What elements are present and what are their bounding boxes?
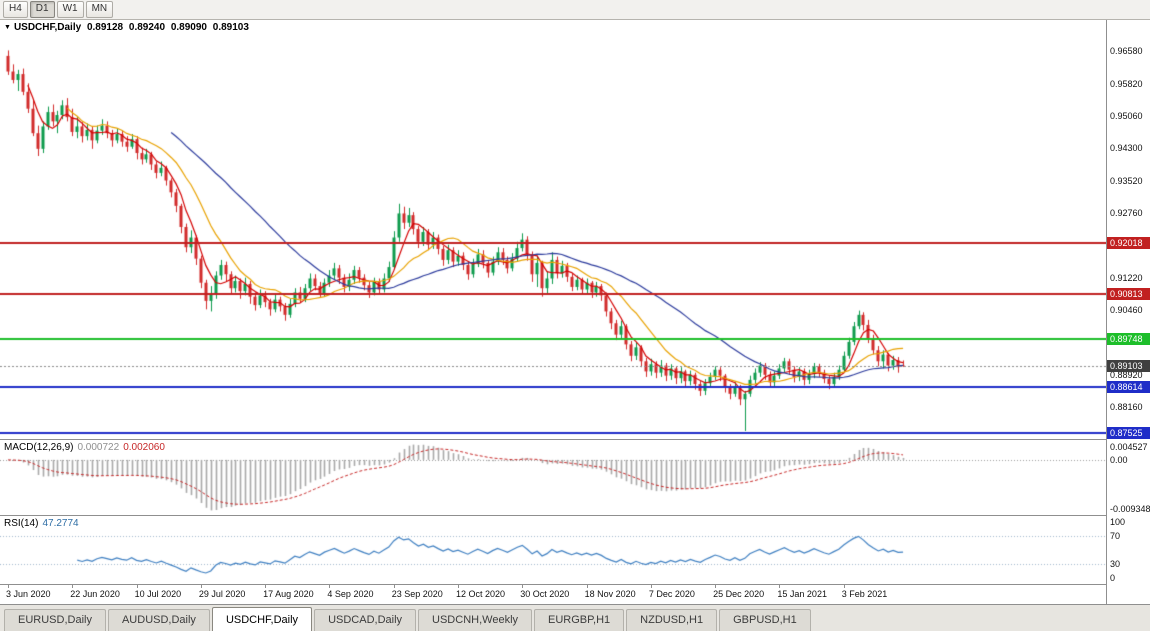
ohlc-low: 0.89090 [170, 22, 207, 33]
x-axis-date-label: 18 Nov 2020 [584, 589, 636, 599]
x-axis-date-label: 3 Jun 2020 [6, 589, 51, 599]
price-axis-label: 0.95060 [1110, 110, 1143, 121]
chart-collapse-icon[interactable]: ▼ [4, 24, 11, 31]
x-axis-date-label: 10 Jul 2020 [134, 589, 182, 599]
rsi-panel: RSI(14) 47.2774 [0, 516, 1106, 584]
macd-panel: MACD(12,26,9) 0.000722 0.002060 [0, 440, 1106, 515]
time-axis-tick [265, 585, 266, 588]
x-axis-date-label: 3 Feb 2021 [841, 589, 888, 599]
panel-divider[interactable] [0, 439, 1150, 440]
price-axis-label: 0.96580 [1110, 46, 1143, 57]
time-axis-tick [779, 585, 780, 588]
price-axis[interactable]: 0.004527 0.00 -0.009348 100 70 30 0 0.96… [1106, 20, 1150, 604]
macd-signal-value: 0.002060 [123, 442, 165, 453]
price-axis-label: 0.92760 [1110, 207, 1143, 218]
panel-divider [0, 584, 1150, 585]
macd-label: MACD(12,26,9) 0.000722 0.002060 [4, 442, 169, 453]
hline-price-badge: 0.87525 [1107, 426, 1150, 439]
ohlc-open: 0.89128 [86, 22, 124, 33]
chart-tab-usdchf-daily[interactable]: USDCHF,Daily [211, 607, 313, 631]
time-axis-tick [201, 585, 202, 588]
panel-divider[interactable] [0, 515, 1150, 516]
macd-main-value: 0.000722 [77, 442, 120, 453]
price-axis-label: 0.91220 [1110, 272, 1143, 283]
rsi-axis-70: 70 [1110, 531, 1121, 541]
rsi-name: RSI(14) [4, 518, 39, 529]
time-axis[interactable]: 3 Jun 2020 22 Jun 2020 10 Jul 2020 29 Jul 2… [0, 585, 1106, 604]
ohlc-close: 0.89103 [212, 22, 249, 33]
time-axis-tick [844, 585, 845, 588]
timeframe-button-h4[interactable]: H4 [3, 1, 28, 18]
rsi-canvas[interactable] [0, 516, 1106, 584]
chart-tab-nzdusd-h1[interactable]: NZDUSD,H1 [626, 609, 718, 631]
macd-axis-zero: 0.00 [1110, 454, 1128, 465]
price-panel: ▼ USDCHF,Daily 0.89128 0.89240 0.89090 0.… [0, 20, 1106, 439]
chart-tab-eurgbp-h1[interactable]: EURGBP,H1 [534, 609, 625, 631]
chart-symbol: USDCHF,Daily [13, 22, 82, 33]
timeframe-button-d1[interactable]: D1 [29, 1, 55, 18]
plot-area: ▼ USDCHF,Daily 0.89128 0.89240 0.89090 0.… [0, 20, 1106, 604]
x-axis-date-label: 15 Jan 2021 [777, 589, 827, 599]
price-axis-label: 0.90460 [1110, 304, 1143, 315]
chart-tab-bar: EURUSD,Daily AUDUSD,Daily USDCHF,Daily USDC… [0, 604, 1150, 631]
chart-tab-usdcnh-weekly[interactable]: USDCNH,Weekly [418, 609, 533, 631]
price-axis-label: 0.94300 [1110, 142, 1143, 153]
hline-price-badge: 0.89748 [1107, 332, 1150, 345]
x-axis-date-label: 17 Aug 2020 [263, 589, 314, 599]
x-axis-date-label: 23 Sep 2020 [391, 589, 443, 599]
rsi-axis-100: 100 [1110, 517, 1126, 527]
rsi-label: RSI(14) 47.2774 [4, 518, 83, 529]
main-chart-canvas[interactable] [0, 20, 1106, 439]
time-axis-tick [329, 585, 330, 588]
time-axis-tick [651, 585, 652, 588]
x-axis-date-label: 12 Oct 2020 [455, 589, 506, 599]
rsi-axis-30: 30 [1110, 559, 1121, 569]
price-axis-label: 0.95820 [1110, 78, 1143, 89]
price-axis-label: 0.88920 [1110, 369, 1143, 380]
time-axis-tick [8, 585, 9, 588]
time-axis-tick [137, 585, 138, 588]
timeframe-button-mn[interactable]: MN [85, 1, 114, 18]
price-axis-label: 0.88160 [1110, 402, 1143, 413]
time-axis-tick [522, 585, 523, 588]
macd-canvas[interactable] [0, 440, 1106, 515]
x-axis-date-label: 30 Oct 2020 [520, 589, 570, 599]
timeframe-toolbar: H4 D1 W1 MN [0, 0, 1150, 20]
chart-title: ▼ USDCHF,Daily 0.89128 0.89240 0.89090 0.… [4, 22, 252, 33]
x-axis-date-label: 7 Dec 2020 [648, 589, 695, 599]
chart-tab-audusd-daily[interactable]: AUDUSD,Daily [107, 609, 210, 631]
time-axis-tick [715, 585, 716, 588]
hline-price-badge: 0.92018 [1107, 237, 1150, 250]
time-axis-tick [458, 585, 459, 588]
macd-name: MACD(12,26,9) [4, 442, 74, 453]
rsi-value: 47.2774 [42, 518, 79, 529]
x-axis-date-label: 4 Sep 2020 [327, 589, 374, 599]
x-axis-date-label: 29 Jul 2020 [198, 589, 246, 599]
hline-price-badge: 0.88614 [1107, 380, 1150, 393]
hline-price-badge: 0.90813 [1107, 287, 1150, 300]
chart-tab-gbpusd-h1[interactable]: GBPUSD,H1 [719, 609, 811, 631]
x-axis-date-label: 22 Jun 2020 [70, 589, 120, 599]
ohlc-high: 0.89240 [128, 22, 166, 33]
macd-axis-min: -0.009348 [1110, 504, 1150, 514]
price-axis-label: 0.93520 [1110, 175, 1143, 186]
time-axis-tick [72, 585, 73, 588]
chart-window: ▼ USDCHF,Daily 0.89128 0.89240 0.89090 0.… [0, 20, 1150, 604]
timeframe-button-w1[interactable]: W1 [56, 1, 84, 18]
time-axis-tick [587, 585, 588, 588]
bid-price-badge: 0.89103 [1107, 360, 1150, 373]
x-axis-date-label: 25 Dec 2020 [713, 589, 765, 599]
chart-tab-eurusd-daily[interactable]: EURUSD,Daily [4, 609, 106, 631]
rsi-axis-0: 0 [1110, 573, 1116, 583]
chart-tab-usdcad-daily[interactable]: USDCAD,Daily [314, 609, 417, 631]
time-axis-tick [394, 585, 395, 588]
macd-axis-max: 0.004527 [1110, 442, 1148, 452]
